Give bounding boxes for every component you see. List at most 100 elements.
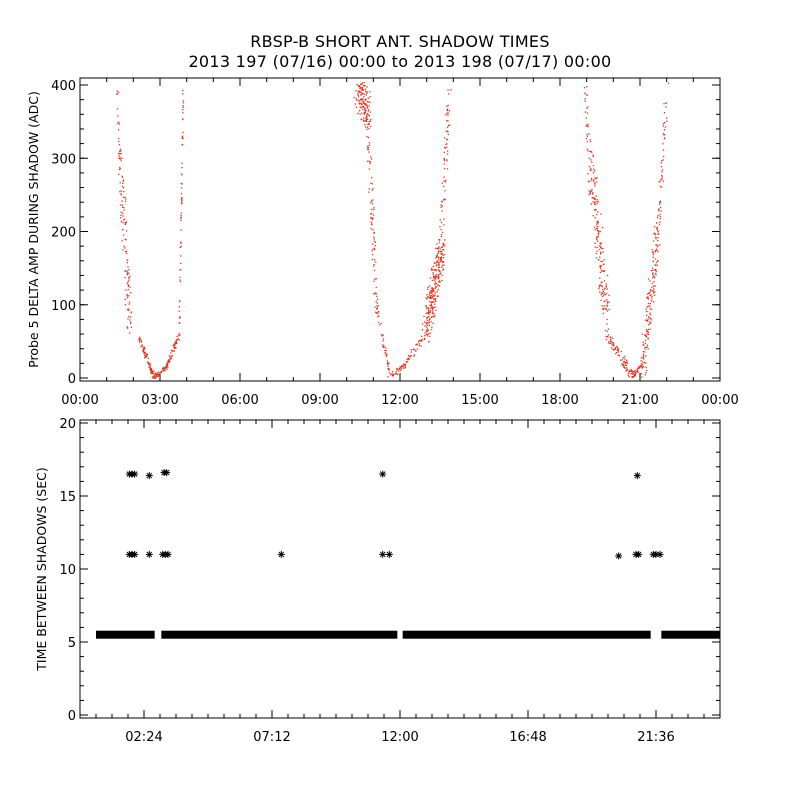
top-data-point: [120, 220, 122, 223]
top-data-point: [130, 311, 132, 313]
top-data-point: [597, 221, 599, 224]
top-data-point: [426, 319, 428, 322]
top-data-point: [654, 258, 657, 260]
top-data-point: [155, 373, 157, 375]
top-data-point: [182, 100, 185, 102]
top-data-point: [644, 374, 646, 376]
top-data-point: [434, 303, 436, 305]
top-data-point: [181, 197, 183, 199]
top-data-point: [122, 219, 125, 221]
top-data-point: [597, 201, 599, 203]
top-data-point: [358, 85, 360, 88]
top-data-point: [364, 104, 366, 106]
top-data-point: [389, 373, 392, 376]
top-data-point: [621, 363, 623, 365]
top-data-point: [182, 137, 184, 140]
top-data-point: [606, 305, 609, 307]
top-data-point: [415, 343, 417, 345]
bottom-x-tick-label: 02:24: [125, 730, 162, 745]
top-data-point: [429, 277, 432, 279]
top-data-point: [596, 236, 598, 238]
top-data-point: [651, 282, 653, 284]
top-data-point: [124, 218, 126, 220]
top-data-point: [386, 360, 389, 362]
top-data-point: [607, 334, 610, 336]
top-data-point: [433, 269, 435, 271]
top-data-point: [585, 125, 587, 127]
top-data-point: [590, 203, 592, 205]
top-data-point: [361, 105, 363, 107]
top-data-point: [169, 357, 171, 359]
top-data-point: [368, 144, 371, 146]
top-data-point: [426, 307, 428, 309]
top-data-point: [664, 137, 666, 139]
top-data-point: [366, 113, 369, 115]
top-data-point: [438, 281, 440, 283]
top-data-point: [170, 355, 172, 357]
top-data-point: [655, 274, 657, 276]
top-data-point: [372, 248, 374, 250]
top-data-point: [598, 284, 601, 287]
top-data-point: [125, 221, 128, 223]
top-data-point: [624, 362, 626, 364]
top-data-point: [633, 373, 635, 375]
top-data-point: [428, 307, 430, 309]
top-data-point: [432, 265, 435, 267]
top-data-point: [590, 159, 592, 161]
top-data-point: [435, 257, 437, 259]
top-data-point: [641, 366, 643, 368]
top-data-point: [640, 373, 643, 375]
top-data-point: [432, 322, 434, 324]
top-data-point: [663, 134, 666, 136]
top-x-tick-label: 15:00: [461, 393, 498, 408]
top-data-point: [120, 193, 122, 195]
top-data-point: [367, 97, 370, 99]
bottom-panel: 02:24 07:12 12:00 16:48 21:36 0 5 10 15 20 TIME BE…: [34, 417, 721, 745]
top-data-point: [144, 356, 147, 358]
top-data-point: [182, 131, 184, 134]
top-data-point: [433, 298, 435, 301]
top-data-point: [438, 274, 440, 276]
top-data-point: [604, 288, 606, 290]
top-data-point: [377, 298, 379, 300]
top-data-point: [357, 94, 359, 96]
top-data-point: [654, 264, 656, 266]
top-data-point: [118, 129, 120, 131]
top-data-point: [440, 204, 442, 206]
top-data-point: [431, 291, 434, 293]
top-data-point: [124, 304, 126, 306]
top-data-point: [364, 126, 367, 128]
top-data-point: [127, 266, 129, 268]
top-data-point: [604, 300, 606, 302]
top-data-point: [594, 182, 596, 184]
top-data-point: [631, 376, 633, 379]
top-data-point: [440, 261, 442, 263]
top-data-point: [374, 259, 376, 261]
top-data-point: [127, 318, 129, 320]
top-data-point: [616, 349, 619, 351]
top-data-point: [119, 166, 121, 169]
top-data-point: [652, 251, 654, 253]
top-data-point: [396, 369, 398, 371]
top-data-point: [443, 198, 445, 200]
top-data-point: [606, 318, 608, 321]
top-data-point: [381, 334, 383, 336]
top-data-point: [654, 232, 656, 235]
top-data-point: [425, 333, 427, 336]
top-data-point: [637, 371, 639, 373]
top-data-point: [442, 268, 444, 270]
top-data-point: [436, 276, 438, 278]
top-data-point: [404, 365, 406, 367]
top-data-point: [667, 82, 670, 84]
top-data-point: [592, 165, 595, 167]
top-data-point: [654, 291, 656, 293]
top-data-point: [369, 91, 371, 93]
top-data-point: [586, 141, 588, 143]
top-y-tick-label: 0: [68, 372, 76, 387]
top-data-point: [120, 190, 122, 192]
top-data-point: [432, 273, 434, 276]
top-data-point: [173, 350, 175, 352]
top-data-point: [445, 130, 448, 133]
top-data-point: [358, 103, 360, 105]
top-data-point: [428, 341, 430, 343]
